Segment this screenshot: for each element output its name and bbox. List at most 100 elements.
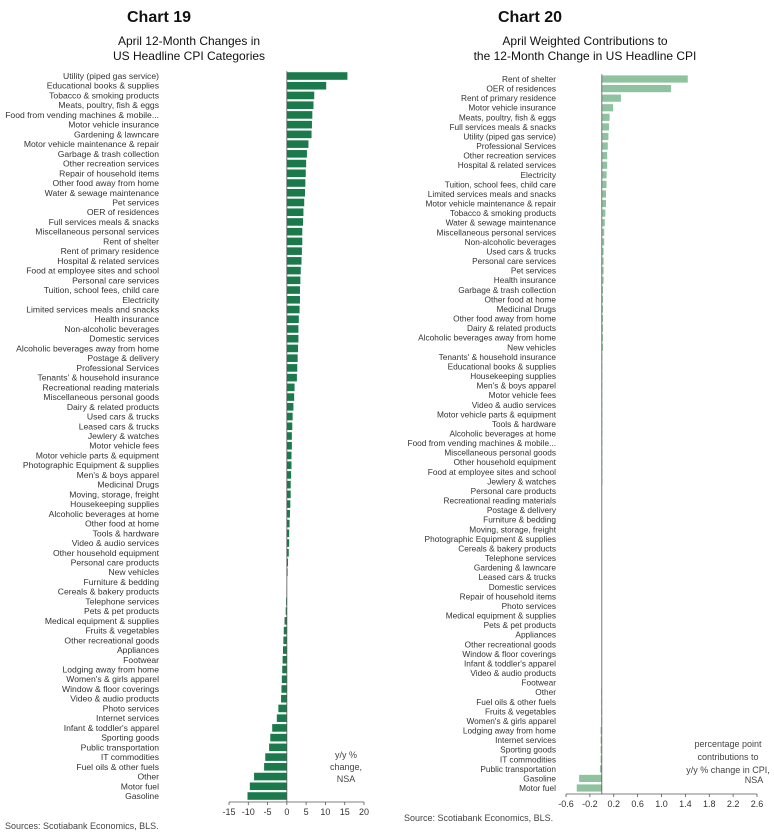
category-label: Other (535, 687, 556, 697)
category-label: Leased cars & trucks (79, 421, 159, 431)
bar (601, 190, 606, 198)
bar (249, 782, 287, 791)
category-label: Recreational reading materials (443, 496, 556, 506)
x-tick-label: 10 (320, 807, 330, 817)
bar (286, 432, 292, 440)
bar (286, 373, 297, 382)
bar (286, 412, 293, 421)
category-label: Non-alcoholic beverages (465, 237, 556, 247)
x-tick-label: -10 (242, 807, 255, 817)
category-label: Personal care products (71, 558, 159, 568)
x-tick-label: 0 (284, 807, 289, 817)
category-label: Footwear (123, 655, 159, 665)
category-label: Housekeeping supplies (470, 371, 556, 381)
bar (601, 104, 614, 112)
category-label: Postage & delivery (487, 505, 557, 515)
category-label: Alcoholic beverages at home (49, 509, 160, 519)
chart-20-annotation-line-4: NSA (745, 775, 764, 785)
bar (601, 228, 605, 236)
category-label: Motor fuel (121, 781, 159, 791)
category-label: Personal care services (72, 275, 159, 285)
category-label: Window & floor coverings (62, 684, 159, 694)
x-tick-label: -5 (264, 807, 272, 817)
category-label: Medicinal Drugs (497, 304, 556, 314)
category-label: Domestic services (489, 582, 556, 592)
category-label: Limited services meals and snacks (428, 189, 556, 199)
bar (286, 169, 306, 178)
category-label: Food at employee sites and school (26, 266, 159, 276)
category-label: Sporting goods (101, 733, 159, 743)
category-label: Appliances (515, 630, 556, 640)
bar (601, 123, 609, 131)
x-tick-label: 1.8 (703, 799, 716, 809)
category-label: Appliances (117, 645, 159, 655)
chart-19: Chart 19 April 12-Month Changes in US He… (5, 9, 369, 831)
bar (286, 72, 348, 80)
bar (283, 646, 287, 654)
category-label: Infant & toddler's apparel (64, 723, 159, 733)
bar (600, 736, 602, 744)
bar (254, 772, 287, 781)
bar (286, 237, 303, 246)
category-label: Dairy & related products (67, 402, 159, 412)
bar (282, 655, 287, 664)
category-label: Tuition, school fees, child care (445, 179, 557, 189)
bar (600, 765, 602, 773)
category-label: Electricity (521, 170, 557, 180)
bar (286, 286, 300, 294)
category-label: Personal care services (472, 256, 556, 266)
category-label: Video & audio services (72, 538, 159, 548)
category-label: Gasoline (125, 791, 159, 801)
bar (286, 198, 305, 207)
bar (601, 152, 608, 160)
category-label: Cereals & bakery products (458, 544, 556, 554)
chart-19-title-line-2: US Headline CPI Categories (113, 49, 265, 63)
category-label: Fruits & vegetables (85, 626, 159, 636)
category-label: Sporting goods (500, 745, 556, 755)
bar (286, 295, 300, 304)
bar (601, 219, 605, 227)
category-label: Postage & delivery (87, 353, 159, 363)
category-label: Telephone services (85, 596, 159, 606)
category-label: Furniture & bedding (84, 577, 160, 587)
category-label: Used cars & trucks (486, 247, 556, 257)
category-label: Miscellaneous personal services (35, 227, 159, 237)
category-label: Food from vending machines & mobile... (408, 438, 557, 448)
bar (278, 704, 287, 713)
bar (286, 422, 293, 431)
category-label: Recreational reading materials (42, 382, 159, 392)
category-label: Motor vehicle insurance (468, 103, 556, 113)
category-label: Photo services (103, 703, 159, 713)
category-label: Educational books & supplies (448, 361, 556, 371)
category-label: Professional Services (476, 141, 556, 151)
bar (576, 784, 602, 792)
bar (601, 247, 604, 256)
bar (281, 694, 287, 703)
chart-20-bars (576, 74, 688, 794)
category-label: Garbage & trash collection (58, 149, 159, 159)
x-tick-label: 0.2 (607, 799, 620, 809)
bar (286, 383, 295, 392)
bar (247, 792, 287, 800)
category-label: Gardening & lawncare (74, 129, 159, 139)
bar (579, 774, 602, 783)
bar (601, 209, 606, 217)
category-label: Medical equipment & supplies (45, 616, 159, 626)
category-label: Utility (piped gas service) (463, 132, 556, 142)
bar (286, 315, 299, 324)
bar (286, 461, 292, 469)
category-label: Fuel oils & other fuels (476, 697, 556, 707)
x-tick-label: -0.2 (582, 799, 598, 809)
bar (284, 617, 287, 625)
bar (264, 763, 287, 771)
category-label: Lodging away from home (63, 665, 160, 675)
category-label: Dairy & related products (467, 323, 556, 333)
bar (286, 276, 301, 285)
category-label: IT commodities (101, 752, 159, 762)
chart-20-annotation-line-2: contributions to (697, 752, 758, 762)
category-label: Tuition, school fees, child care (44, 285, 159, 295)
bar (286, 188, 305, 197)
bar (282, 665, 287, 674)
category-label: Medical equipment & supplies (446, 611, 556, 621)
category-label: Furniture & bedding (483, 515, 556, 525)
